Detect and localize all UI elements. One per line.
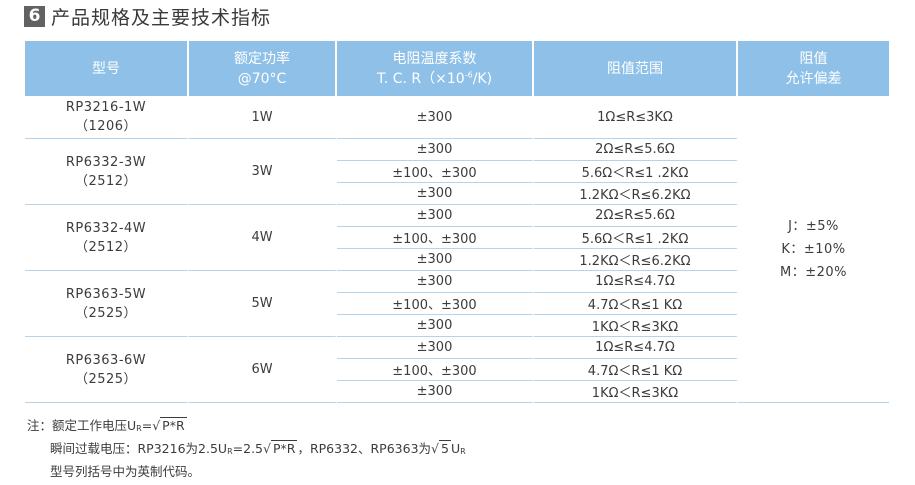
model-code: RP6363-5W	[65, 286, 147, 302]
cell-power: 3W	[189, 139, 337, 205]
cell-tcr: ±100、±300	[337, 227, 534, 249]
cell-power: 5W	[189, 271, 337, 337]
table-header-row: 型号 额定功率 @70°C 电阻温度系数 T. C. R（×10-6/K) 阻值范围…	[25, 41, 889, 96]
package-code: （2512）	[74, 239, 138, 255]
cell-range: 1.2KΩ＜R≤6.2KΩ	[534, 183, 738, 205]
model-code: RP6332-3W	[65, 154, 147, 170]
cell-range: 2Ω≤R≤5.6Ω	[534, 139, 738, 161]
table-row: ±300 1KΩ＜R≤3KΩ	[25, 315, 889, 337]
package-code: （2512）	[74, 173, 138, 189]
header-tcr: 电阻温度系数 T. C. R（×10-6/K)	[337, 41, 534, 96]
table-row: ±300 1KΩ＜R≤3KΩ	[25, 381, 889, 403]
cell-range: 1Ω≤R≤3KΩ	[534, 96, 738, 139]
header-tolerance: 阻值 允许偏差	[738, 41, 889, 96]
table-row: ±300 1.2KΩ＜R≤6.2KΩ	[25, 183, 889, 205]
model-code: RP3216-1W	[65, 100, 147, 115]
cell-tcr: ±300	[337, 183, 534, 205]
header-model: 型号	[25, 41, 189, 96]
tolerance-item: M：±20%	[779, 264, 847, 280]
table-row: RP6332-3W （2512） 3W ±300 2Ω≤R≤5.6Ω	[25, 139, 889, 205]
cell-range: 1Ω≤R≤4.7Ω	[534, 271, 738, 293]
cell-tcr: ±300	[337, 249, 534, 271]
tolerance-item: J：±5%	[788, 218, 839, 234]
cell-range: 2Ω≤R≤5.6Ω	[534, 205, 738, 227]
package-code: （1206）	[74, 119, 138, 134]
cell-range: 1KΩ＜R≤3KΩ	[534, 381, 738, 403]
table-row: ±100、±300 5.6Ω＜R≤1 .2KΩ	[25, 161, 889, 183]
cell-model: RP3216-1W （1206）	[25, 96, 189, 139]
cell-tolerance: J：±5% K：±10% M：±20%	[738, 96, 889, 403]
table-row: ±100、±300 5.6Ω＜R≤1 .2KΩ	[25, 227, 889, 249]
header-power: 额定功率 @70°C	[189, 41, 337, 96]
cell-tcr: ±300	[337, 381, 534, 403]
cell-model: RP6332-4W （2512）	[25, 205, 189, 271]
cell-model: RP6363-5W （2525）	[25, 271, 189, 337]
cell-range: 4.7Ω＜R≤1 KΩ	[534, 359, 738, 381]
cell-tcr: ±300	[337, 205, 534, 227]
table-row: ±100、±300 4.7Ω＜R≤1 KΩ	[25, 359, 889, 381]
cell-tcr: ±300	[337, 139, 534, 161]
cell-tcr: ±300	[337, 337, 534, 359]
header-range: 阻值范围	[534, 41, 738, 96]
cell-tcr: ±300	[337, 271, 534, 293]
cell-power: 1W	[189, 96, 337, 139]
section-heading: 6 产品规格及主要技术指标	[24, 3, 271, 29]
package-code: （2525）	[74, 305, 138, 321]
section-title: 产品规格及主要技术指标	[51, 6, 272, 29]
cell-range: 5.6Ω＜R≤1 .2KΩ	[534, 227, 738, 249]
cell-tcr: ±100、±300	[337, 161, 534, 183]
cell-tcr: ±300	[337, 96, 534, 139]
package-code: （2525）	[74, 371, 138, 387]
cell-power: 4W	[189, 205, 337, 271]
model-code: RP6332-4W	[65, 220, 147, 236]
notes: 注：额定工作电压UR=√ P*R 瞬间过载电压：RP3216为2.5UR=2.5√…	[27, 416, 466, 482]
cell-tcr: ±100、±300	[337, 293, 534, 315]
table-row: RP3216-1W （1206） 1W ±300 1Ω≤R≤3KΩ J：±5% K：±10%…	[25, 96, 889, 403]
note-imperial-code: 型号列括号中为英制代码。	[50, 464, 201, 479]
note-rated-voltage: 注：额定工作电压UR=√ P*R	[27, 417, 187, 433]
cell-model: RP6332-3W （2512）	[25, 139, 189, 205]
cell-range: 4.7Ω＜R≤1 KΩ	[534, 293, 738, 315]
table-row: ±100、±300 4.7Ω＜R≤1 KΩ	[25, 293, 889, 315]
table-row: RP6363-6W （2525） 6W ±300 1Ω≤R≤4.7Ω	[25, 337, 889, 403]
tolerance-item: K：±10%	[781, 241, 846, 257]
cell-tcr: ±300	[337, 315, 534, 337]
table-row: ±300 1.2KΩ＜R≤6.2KΩ	[25, 249, 889, 271]
table-row: RP6363-5W （2525） 5W ±300 1Ω≤R≤4.7Ω	[25, 271, 889, 337]
section-number-badge: 6	[24, 5, 45, 27]
cell-model: RP6363-6W （2525）	[25, 337, 189, 403]
model-code: RP6363-6W	[65, 352, 147, 368]
cell-range: 1KΩ＜R≤3KΩ	[534, 315, 738, 337]
cell-range: 1.2KΩ＜R≤6.2KΩ	[534, 249, 738, 271]
table-row: RP6332-4W （2512） 4W ±300 2Ω≤R≤5.6Ω	[25, 205, 889, 271]
spec-table: 型号 额定功率 @70°C 电阻温度系数 T. C. R（×10-6/K) 阻值范围…	[25, 41, 889, 403]
cell-range: 1Ω≤R≤4.7Ω	[534, 337, 738, 359]
cell-tcr: ±100、±300	[337, 359, 534, 381]
note-overload-voltage: 瞬间过载电压：RP3216为2.5UR=2.5√ P*R ，RP6332、RP636…	[50, 440, 466, 456]
cell-range: 5.6Ω＜R≤1 .2KΩ	[534, 161, 738, 183]
cell-power: 6W	[189, 337, 337, 403]
